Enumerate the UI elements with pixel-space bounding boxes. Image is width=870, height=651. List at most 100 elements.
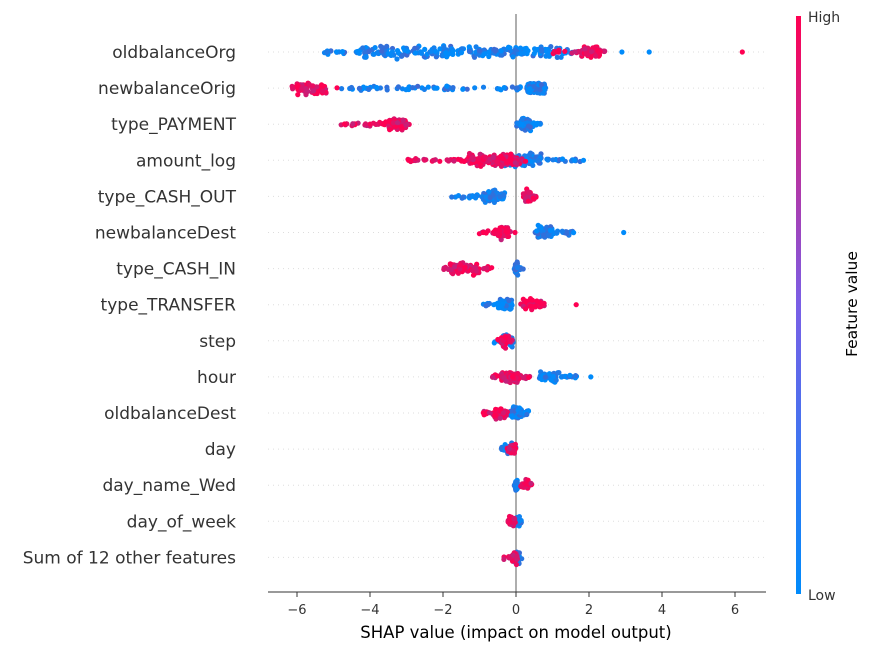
shap-point [530,195,536,201]
shap-point [487,195,493,201]
shap-point [295,92,301,98]
shap-point [303,92,309,98]
shap-point [339,49,346,55]
shap-point [413,156,419,162]
shap-point [506,446,513,452]
feature-label: step [199,332,236,352]
shap-point [437,46,443,52]
shap-point [528,480,534,486]
shap-point [356,50,362,56]
colorbar-low-label: Low [808,588,836,604]
shap-point [484,265,490,271]
shap-point [523,158,529,164]
shap-point [576,49,582,55]
shap-point [455,270,461,276]
feature-label: type_PAYMENT [111,115,236,135]
shap-point [384,43,390,49]
shap-point [476,48,483,54]
feature-label: day_name_Wed [102,476,236,496]
shap-point [583,50,589,56]
shap-point [497,415,503,421]
shap-point [366,86,372,92]
feature-row-dots [441,259,526,278]
shap-point [518,266,525,272]
shap-point [527,303,533,309]
shap-point [458,262,464,268]
shap-point [498,237,504,243]
shap-point [437,158,443,164]
shap-point [497,194,503,200]
shap-point [593,53,599,59]
shap-point [383,119,389,125]
shap-point [394,120,401,126]
shap-point [399,53,405,59]
shap-point [562,48,568,55]
shap-point [533,47,539,54]
shap-point [356,85,363,91]
shap-point [486,410,492,416]
shap-point [510,54,516,60]
shap-point [421,157,428,163]
shap-point [545,232,552,238]
feature-row-dots [498,440,519,457]
shap-point [502,345,509,351]
shap-point [433,54,439,60]
shap-point [494,190,500,196]
shap-point [507,306,513,312]
shap-point [428,48,434,54]
shap-point [514,264,521,271]
shap-point [460,86,466,92]
shap-point [363,121,369,127]
shap-point [470,272,477,278]
shap-point [572,49,578,55]
shap-point [443,50,449,56]
shap-point [541,85,548,92]
shap-point [527,158,534,164]
shap-point [498,406,504,412]
shap-point [621,229,627,236]
shap-point [412,50,419,56]
feature-label: day [205,440,236,460]
x-axis-ticks: −6 −4 −2 0 2 4 6 [287,592,739,618]
feature-row-dots [321,43,745,62]
shap-point [473,265,479,271]
shap-point [500,410,506,416]
shap-point [525,123,532,129]
shap-point [451,158,457,164]
shap-point [315,88,321,95]
shap-point [519,121,525,127]
feature-row-dots [338,115,543,134]
feature-row-dots [476,222,627,243]
shap-point [410,85,416,91]
colorbar-high-label: High [808,10,840,26]
shap-point [506,298,512,304]
shap-point [444,54,450,60]
shap-point [597,49,603,55]
shap-point [400,117,406,123]
x-tick-label: −4 [360,603,379,618]
shap-point [546,371,553,377]
shap-point [538,225,544,231]
shap-point [444,83,450,89]
shap-point [527,86,533,92]
shap-point [339,86,345,92]
shap-point [554,49,560,55]
shap-point [390,120,397,126]
shap-point [523,45,529,51]
shap-point [534,228,540,234]
shap-point [505,229,511,235]
shap-point [554,54,560,61]
shap-point [384,87,390,93]
feature-row-dots [511,476,535,493]
feature-label: type_CASH_OUT [98,187,237,207]
shap-point [472,85,478,91]
shap-point [573,302,579,308]
shap-point [545,156,551,163]
feature-label: newbalanceDest [95,224,236,244]
shap-point [303,85,309,92]
shap-point [324,49,330,55]
feature-label: newbalanceOrig [98,79,236,99]
shap-point [482,154,488,160]
shap-point [546,53,552,59]
